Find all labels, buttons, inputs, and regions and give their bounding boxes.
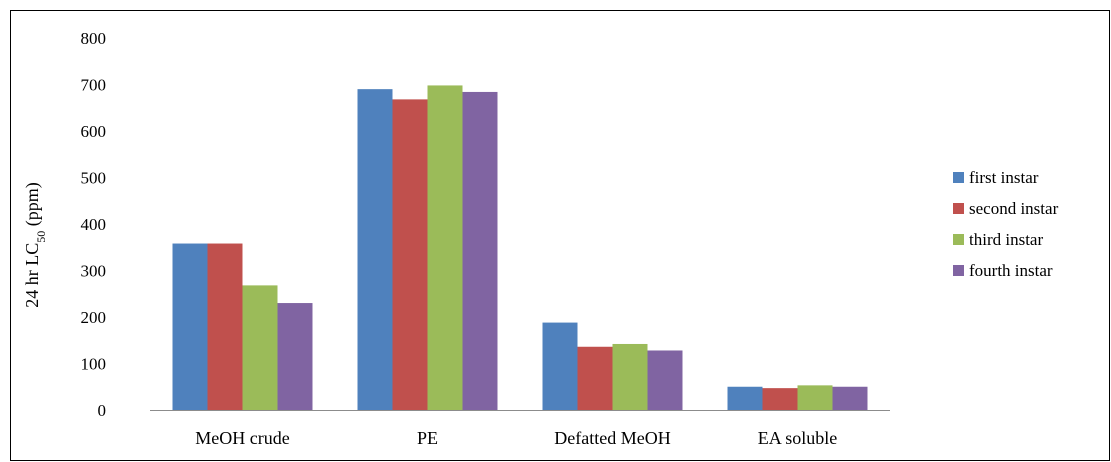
bar: [242, 285, 278, 410]
legend-swatch: [953, 265, 964, 276]
legend-label: second instar: [969, 199, 1059, 218]
y-tick-label: 800: [81, 29, 107, 48]
legend-swatch: [953, 203, 964, 214]
y-tick-label: 300: [81, 262, 107, 281]
bar: [172, 243, 208, 410]
y-axis-label-prefix: 24 hr LC: [22, 243, 42, 308]
y-tick-label: 600: [81, 122, 107, 141]
bar: [832, 386, 868, 410]
y-tick-label: 100: [81, 355, 107, 374]
y-tick-label: 700: [81, 76, 107, 95]
legend-swatch: [953, 234, 964, 245]
x-category-label: MeOH crude: [195, 428, 289, 448]
y-axis-label-suffix: (ppm): [22, 182, 43, 231]
bar: [647, 350, 683, 410]
y-tick-label: 500: [81, 169, 107, 188]
y-tick-label: 200: [81, 308, 107, 327]
y-axis-label: 24 hr LC50 (ppm): [22, 182, 48, 308]
bar: [542, 322, 578, 410]
bar: [427, 85, 463, 411]
bar: [577, 346, 613, 410]
bar: [462, 91, 498, 410]
bars: [172, 85, 868, 411]
legend-label: fourth instar: [969, 261, 1053, 280]
x-category-label: Defatted MeOH: [554, 428, 670, 448]
bar: [357, 89, 393, 411]
y-tick-label: 400: [81, 215, 107, 234]
legend: first instar second instar third instar fou…: [953, 168, 1059, 280]
y-axis-label-subscript: 50: [34, 231, 48, 243]
y-axis-ticks: 0 100 200 300 400 500 600 700 800: [81, 29, 107, 420]
legend-swatch: [953, 172, 964, 183]
bar: [207, 243, 243, 410]
bar: [762, 388, 798, 410]
bar: [612, 343, 648, 410]
bar: [797, 385, 833, 410]
x-category-label: PE: [417, 428, 438, 448]
bar: [277, 303, 313, 410]
legend-label: third instar: [969, 230, 1043, 249]
x-axis-category-labels: MeOH crude PE Defatted MeOH EA soluble: [195, 428, 837, 448]
bar: [392, 99, 428, 410]
x-category-label: EA soluble: [758, 428, 838, 448]
legend-label: first instar: [969, 168, 1039, 187]
bar: [727, 386, 763, 410]
y-tick-label: 0: [98, 401, 107, 420]
